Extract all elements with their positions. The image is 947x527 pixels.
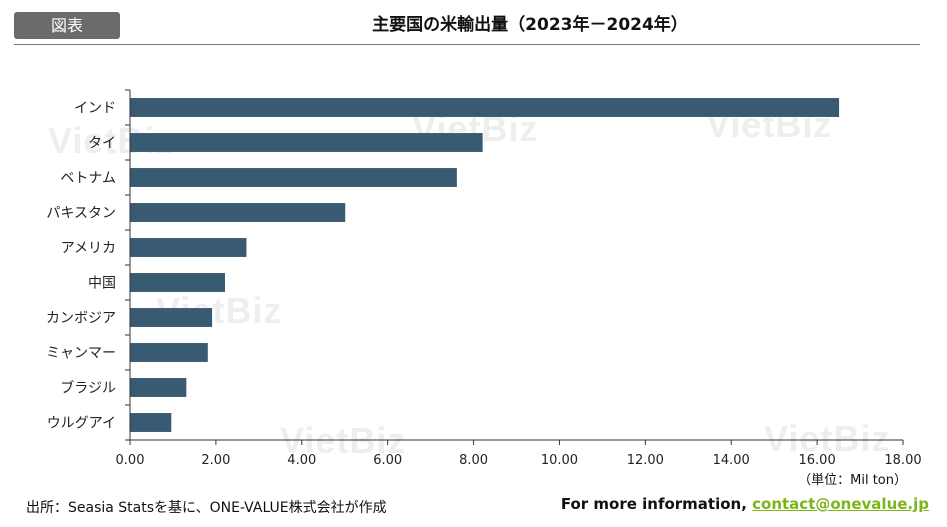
bar [130, 133, 483, 152]
bar [130, 378, 187, 397]
x-tick-label: 8.00 [459, 453, 488, 468]
category-label: タイ [88, 136, 116, 152]
category-label: パキスタン [46, 206, 116, 222]
x-tick-label: 18.00 [884, 453, 921, 468]
chart-title: 主要国の米輸出量（2023年－2024年） [372, 15, 688, 35]
x-tick-label: 14.00 [713, 453, 750, 468]
bar [130, 168, 457, 187]
source-note: 出所：Seasia Statsを基に、ONE-VALUE株式会社が作成 [26, 500, 387, 516]
bar [130, 308, 213, 327]
category-label: ベトナム [60, 171, 116, 187]
x-tick-label: 12.00 [627, 453, 664, 468]
x-tick-label: 16.00 [799, 453, 836, 468]
contact-email-link[interactable]: contact@onevalue.jp [752, 495, 929, 513]
category-label: ブラジル [60, 380, 116, 397]
bar [130, 203, 346, 222]
x-tick-label: 0.00 [116, 453, 145, 468]
category-label: 中国 [88, 276, 116, 292]
x-tick-label: 10.00 [541, 453, 578, 468]
figure-badge: 図表 [14, 12, 120, 39]
bar [130, 238, 247, 257]
x-tick-label: 6.00 [373, 453, 402, 468]
unit-label: （単位：Mil ton） [798, 473, 907, 488]
bar [130, 273, 225, 292]
category-label: ミャンマー [46, 346, 116, 362]
bar [130, 413, 172, 432]
x-tick-label: 4.00 [287, 453, 316, 468]
category-label: アメリカ [61, 241, 116, 257]
contact-info: For more information, contact@onevalue.j… [561, 495, 929, 513]
watermark: VietBiz [764, 418, 891, 459]
category-label: インド [74, 101, 116, 117]
bar [130, 343, 208, 362]
x-tick-label: 2.00 [201, 453, 230, 468]
contact-label: For more information, [560, 495, 753, 513]
category-label: カンボジア [46, 311, 116, 327]
category-label: ウルグアイ [47, 416, 116, 432]
bar [130, 98, 840, 117]
title-divider [14, 44, 920, 45]
